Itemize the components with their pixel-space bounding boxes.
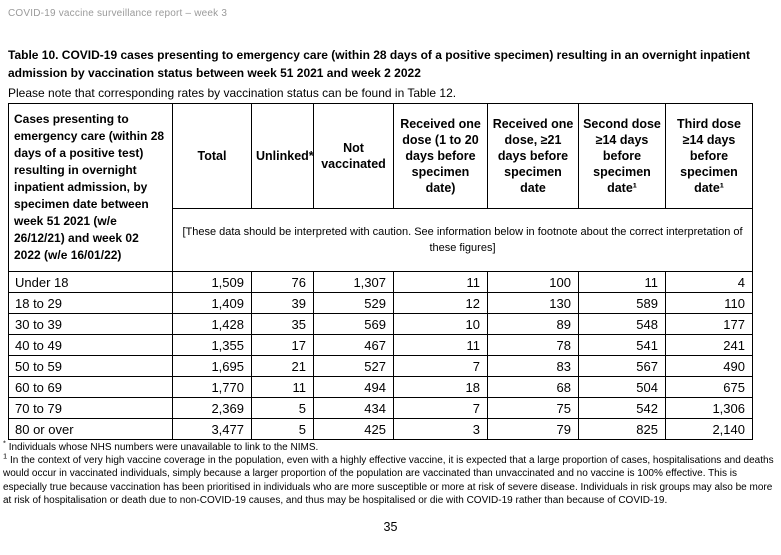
column-header-one-dose-21plus: Received one dose, ≥21 days before speci… [487,103,579,209]
header-row: Cases presenting to emergency care (with… [8,103,753,272]
value-cell: 3,477 [172,418,252,440]
value-cell: 130 [487,292,579,314]
column-header-one-dose-1-20: Received one dose (1 to 20 days before s… [393,103,488,209]
value-cell: 39 [251,292,314,314]
age-group-label: 70 to 79 [8,397,173,419]
value-cell: 589 [578,292,666,314]
age-group-label: Under 18 [8,271,173,293]
value-cell: 75 [487,397,579,419]
age-group-label: 80 or over [8,418,173,440]
value-cell: 2,140 [665,418,753,440]
value-cell: 11 [251,376,314,398]
value-cell: 241 [665,334,753,356]
table-body: Under 18 1,509 76 1,307 11 100 11 4 18 to 29 1,40… [8,271,753,440]
value-cell: 567 [578,355,666,377]
value-cell: 100 [487,271,579,293]
footnote-marker: 1 [3,451,8,461]
table-row: 50 to 59 1,695 21 527 7 83 567 490 [8,355,753,377]
running-header: COVID-19 vaccine surveillance report – w… [8,8,228,19]
table-row: 70 to 79 2,369 5 434 7 75 542 1,306 [8,397,753,419]
table-row: Under 18 1,509 76 1,307 11 100 11 4 [8,271,753,293]
footnote-text: Individuals whose NHS numbers were unava… [8,442,319,453]
footnote-interpretation: 1 In the context of very high vaccine co… [3,451,779,507]
value-cell: 110 [665,292,753,314]
value-cell: 467 [313,334,394,356]
caution-note-cell: [These data should be interpreted with c… [172,208,753,272]
table-title: Table 10. COVID-19 cases presenting to e… [8,48,750,80]
column-header-third-dose: Third dose ≥14 days before specimen date… [665,103,753,209]
value-cell: 825 [578,418,666,440]
value-cell: 76 [251,271,314,293]
value-cell: 18 [393,376,488,398]
age-group-label: 50 to 59 [8,355,173,377]
value-cell: 5 [251,418,314,440]
table-10: Cases presenting to emergency care (with… [8,103,753,440]
value-cell: 1,306 [665,397,753,419]
value-cell: 5 [251,397,314,419]
value-cell: 89 [487,313,579,335]
value-cell: 68 [487,376,579,398]
age-group-label: 40 to 49 [8,334,173,356]
age-group-label: 18 to 29 [8,292,173,314]
table-header: Cases presenting to emergency care (with… [8,103,753,272]
value-cell: 177 [665,313,753,335]
column-header-unlinked: Unlinked* [251,103,314,209]
table-row: 18 to 29 1,409 39 529 12 130 589 110 [8,292,753,314]
column-header-second-dose: Second dose ≥14 days before specimen dat… [578,103,666,209]
value-cell: 1,409 [172,292,252,314]
column-header-total: Total [172,103,252,209]
column-header-not-vaccinated: Not vaccinated [313,103,394,209]
value-cell: 10 [393,313,488,335]
value-cell: 79 [487,418,579,440]
value-cell: 1,428 [172,313,252,335]
value-cell: 7 [393,355,488,377]
table-row: 60 to 69 1,770 11 494 18 68 504 675 [8,376,753,398]
value-cell: 17 [251,334,314,356]
value-cell: 35 [251,313,314,335]
value-cell: 83 [487,355,579,377]
value-cell: 1,509 [172,271,252,293]
value-cell: 11 [393,271,488,293]
value-cell: 569 [313,313,394,335]
table-row: 40 to 49 1,355 17 467 11 78 541 241 [8,334,753,356]
table-row: 80 or over 3,477 5 425 3 79 825 2,140 [8,418,753,440]
value-cell: 11 [578,271,666,293]
value-cell: 4 [665,271,753,293]
value-cell: 78 [487,334,579,356]
value-cell: 490 [665,355,753,377]
value-cell: 425 [313,418,394,440]
value-cell: 675 [665,376,753,398]
value-cell: 2,369 [172,397,252,419]
footnote-text: In the context of very high vaccine cove… [3,455,774,506]
value-cell: 541 [578,334,666,356]
age-group-label: 60 to 69 [8,376,173,398]
value-cell: 494 [313,376,394,398]
value-cell: 548 [578,313,666,335]
age-group-label: 30 to 39 [8,313,173,335]
caution-row: [These data should be interpreted with c… [9,208,753,272]
value-cell: 529 [313,292,394,314]
footnotes: * Individuals whose NHS numbers were una… [3,438,779,507]
footnote-marker: * [3,438,6,448]
value-cell: 1,695 [172,355,252,377]
value-cell: 527 [313,355,394,377]
value-cell: 1,770 [172,376,252,398]
value-cell: 21 [251,355,314,377]
value-cell: 434 [313,397,394,419]
value-cell: 1,307 [313,271,394,293]
value-cell: 12 [393,292,488,314]
table-row: 30 to 39 1,428 35 569 10 89 548 177 [8,313,753,335]
value-cell: 7 [393,397,488,419]
value-cell: 3 [393,418,488,440]
value-cell: 1,355 [172,334,252,356]
value-cell: 11 [393,334,488,356]
value-cell: 504 [578,376,666,398]
page-number: 35 [383,520,398,534]
note-text: Please note that corresponding rates by … [8,86,457,100]
value-cell: 542 [578,397,666,419]
row-header-cell: Cases presenting to emergency care (with… [8,103,173,272]
footnote-unlinked: * Individuals whose NHS numbers were una… [3,438,779,454]
